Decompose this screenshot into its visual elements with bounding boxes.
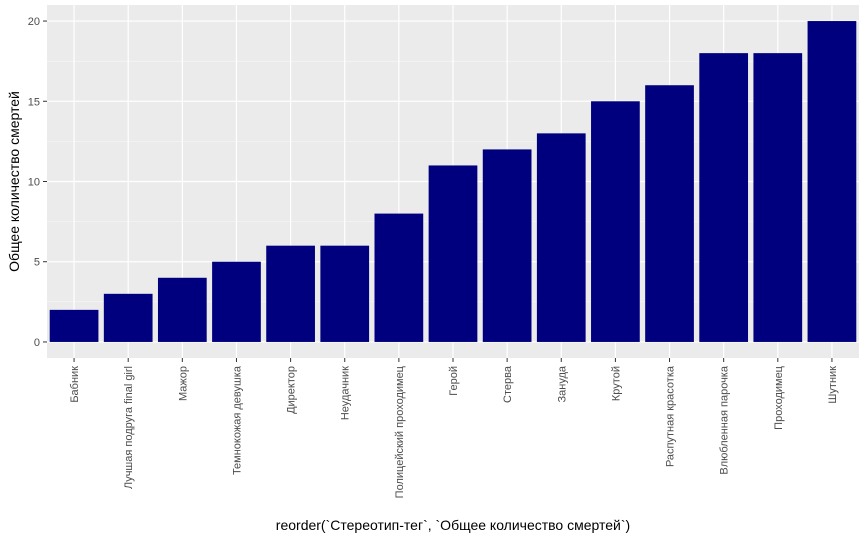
x-tick-label: Распутная красотка xyxy=(665,365,677,467)
bar xyxy=(374,213,424,342)
bar xyxy=(320,245,370,342)
x-tick-label: Влюбленная парочка xyxy=(719,365,731,474)
x-tick-label: Мажор xyxy=(177,366,189,401)
bar xyxy=(266,245,315,342)
bar xyxy=(807,21,857,342)
bar xyxy=(591,101,640,342)
bar xyxy=(536,133,586,342)
bar xyxy=(103,293,153,342)
x-tick-label: Шутник xyxy=(827,366,839,404)
x-tick-label: Лучшая подруга final girl xyxy=(123,366,135,489)
y-tick-label: 20 xyxy=(28,16,40,28)
x-tick-label: Директор xyxy=(286,366,298,414)
bar xyxy=(157,277,207,342)
x-tick-label: Зануда xyxy=(556,365,568,402)
x-tick-label: Неудачник xyxy=(340,366,352,420)
bar xyxy=(212,261,261,342)
y-tick-label: 10 xyxy=(28,177,40,189)
x-axis-title: reorder(`Стереотип-тег`, `Общее количест… xyxy=(276,517,630,533)
bar xyxy=(699,53,749,342)
y-tick-label: 0 xyxy=(34,337,40,349)
x-axis: Бабник Лучшая подруга final girl Мажор Темн… xyxy=(69,358,839,498)
bar xyxy=(482,149,532,342)
x-tick-label: Полицейский проходимец xyxy=(394,365,406,498)
bar xyxy=(428,165,478,342)
bar xyxy=(49,309,99,342)
x-tick-label: Стерва xyxy=(502,365,514,403)
x-tick-label: Крутой xyxy=(610,366,622,401)
bars xyxy=(49,21,857,342)
x-tick-label: Проходимец xyxy=(773,365,785,430)
bar xyxy=(753,53,803,342)
bar xyxy=(645,85,694,342)
y-tick-label: 15 xyxy=(28,96,40,108)
y-tick-label: 5 xyxy=(34,257,40,269)
x-tick-label: Бабник xyxy=(69,366,81,403)
x-tick-label: Герой xyxy=(448,366,460,396)
y-axis: 0 5 10 15 20 xyxy=(28,16,47,349)
x-tick-label: Темнокожая девушка xyxy=(231,365,243,475)
y-axis-title: Общее количество смертей xyxy=(6,91,22,272)
